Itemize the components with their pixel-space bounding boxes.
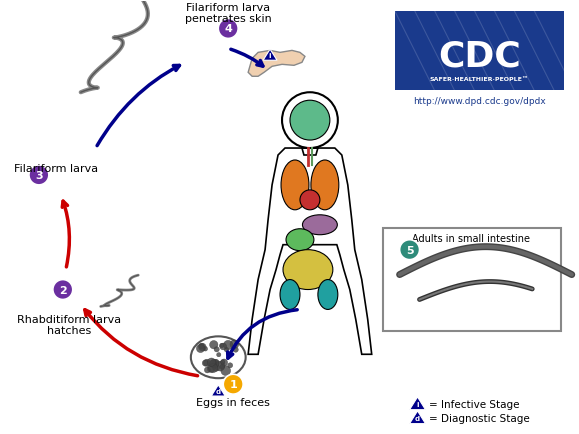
Ellipse shape	[280, 280, 300, 310]
Text: 5: 5	[406, 245, 413, 255]
Circle shape	[233, 347, 239, 352]
Circle shape	[224, 348, 229, 352]
Circle shape	[207, 358, 215, 366]
Circle shape	[199, 343, 204, 349]
Ellipse shape	[281, 161, 309, 210]
FancyBboxPatch shape	[383, 228, 561, 332]
Ellipse shape	[191, 337, 245, 378]
Circle shape	[196, 345, 204, 353]
Circle shape	[223, 375, 243, 394]
Text: Filariform larva: Filariform larva	[14, 164, 98, 174]
Circle shape	[212, 359, 219, 367]
Text: Adults in small intestine: Adults in small intestine	[412, 233, 530, 243]
Text: CDC: CDC	[438, 39, 521, 73]
Circle shape	[217, 353, 221, 357]
Circle shape	[203, 347, 208, 351]
Circle shape	[290, 101, 330, 141]
Circle shape	[300, 191, 320, 210]
Circle shape	[204, 367, 210, 373]
Ellipse shape	[302, 215, 338, 235]
Circle shape	[218, 20, 238, 39]
Circle shape	[221, 359, 228, 366]
Circle shape	[203, 359, 210, 366]
Circle shape	[220, 365, 224, 369]
Ellipse shape	[283, 250, 333, 290]
FancyBboxPatch shape	[395, 11, 564, 91]
Polygon shape	[409, 397, 426, 410]
Text: d: d	[415, 415, 420, 421]
Circle shape	[208, 364, 218, 373]
Circle shape	[219, 365, 224, 369]
Circle shape	[400, 240, 420, 260]
Text: = Infective Stage: = Infective Stage	[430, 399, 520, 409]
Circle shape	[223, 341, 233, 350]
Polygon shape	[248, 51, 305, 77]
Text: Rhabditiform larva
hatches: Rhabditiform larva hatches	[17, 314, 121, 335]
Text: i: i	[416, 401, 419, 407]
Text: 4: 4	[224, 24, 232, 34]
Text: 2: 2	[59, 285, 67, 295]
Circle shape	[219, 343, 224, 348]
Circle shape	[221, 366, 230, 376]
Polygon shape	[211, 385, 225, 396]
Circle shape	[214, 347, 219, 352]
Ellipse shape	[286, 229, 314, 251]
Circle shape	[210, 360, 217, 367]
Text: = Diagnostic Stage: = Diagnostic Stage	[430, 413, 530, 423]
Circle shape	[220, 343, 226, 350]
Text: SAFER·HEALTHIER·PEOPLE™: SAFER·HEALTHIER·PEOPLE™	[430, 77, 529, 82]
Text: 1: 1	[229, 379, 237, 389]
Polygon shape	[409, 411, 426, 424]
Circle shape	[230, 340, 239, 349]
Text: Eggs in feces: Eggs in feces	[196, 397, 270, 407]
Circle shape	[199, 343, 206, 351]
Text: http://www.dpd.cdc.gov/dpdx: http://www.dpd.cdc.gov/dpdx	[413, 96, 545, 105]
Circle shape	[215, 362, 225, 371]
Circle shape	[221, 360, 225, 364]
Polygon shape	[263, 50, 277, 61]
Circle shape	[29, 166, 49, 185]
Text: Filariform larva
penetrates skin: Filariform larva penetrates skin	[185, 3, 272, 24]
Circle shape	[228, 363, 233, 368]
Circle shape	[212, 365, 219, 372]
Circle shape	[210, 359, 219, 368]
Circle shape	[202, 360, 208, 366]
Text: i: i	[269, 53, 272, 59]
Text: d: d	[216, 388, 221, 394]
Circle shape	[207, 365, 215, 373]
Ellipse shape	[318, 280, 338, 310]
Circle shape	[210, 341, 218, 349]
Text: 3: 3	[35, 171, 43, 181]
Ellipse shape	[311, 161, 339, 210]
Circle shape	[53, 280, 73, 300]
